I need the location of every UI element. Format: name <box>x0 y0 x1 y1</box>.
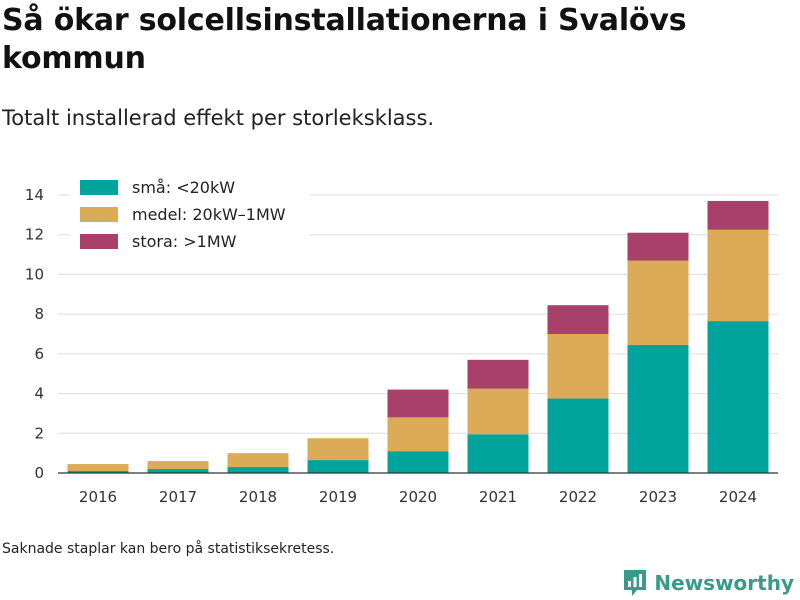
bar-segment <box>147 469 209 473</box>
legend-swatch <box>80 234 118 249</box>
x-tick-label: 2022 <box>559 488 597 506</box>
footnote: Saknade staplar kan bero på statistiksek… <box>2 541 335 557</box>
y-tick-label: 8 <box>34 305 44 323</box>
brand-name: Newsworthy <box>654 571 794 595</box>
y-tick-label: 4 <box>34 385 44 403</box>
chart-title: Så ökar solcellsinstallationerna i Svalö… <box>2 3 687 76</box>
bar-segment <box>227 467 289 473</box>
x-tick-label: 2018 <box>239 488 277 506</box>
bar-segment <box>387 451 449 473</box>
newsworthy-logo-icon <box>624 570 647 596</box>
brand-logo: Newsworthy <box>622 568 794 598</box>
x-tick-label: 2017 <box>159 488 197 506</box>
stacked-bar-chart: 0 2 4 6 8 10 12 14 2016 2017 2018 2019 2020 2021 2022 2… <box>25 174 778 506</box>
bar-segment <box>387 417 449 452</box>
bar-segment <box>67 464 129 472</box>
bar-segment <box>467 359 529 389</box>
bar-segment <box>547 334 609 399</box>
legend-label: medel: 20kW–1MW <box>132 205 286 224</box>
bar-segment <box>547 305 609 334</box>
bar-segment <box>707 229 769 322</box>
bar-segment <box>147 461 209 470</box>
chart-subtitle: Totalt installerad effekt per storlekskl… <box>2 106 435 130</box>
x-tick-label: 2024 <box>719 488 757 506</box>
bar-segment <box>627 232 689 261</box>
bar-segment <box>67 471 129 473</box>
y-tick-label: 12 <box>25 226 44 244</box>
x-tick-label: 2020 <box>399 488 437 506</box>
bar-segment <box>627 344 689 473</box>
bar-segment <box>307 460 369 473</box>
bar-segment <box>227 453 289 468</box>
y-tick-label: 14 <box>25 186 44 204</box>
legend-label: små: <20kW <box>132 178 235 197</box>
legend-label: stora: >1MW <box>132 232 237 251</box>
y-tick-label: 10 <box>25 265 44 283</box>
x-tick-label: 2023 <box>639 488 677 506</box>
bar-segment <box>627 260 689 345</box>
legend-swatch <box>80 207 118 222</box>
bar-segment <box>467 388 529 435</box>
bar-segment <box>547 398 609 473</box>
bar-segment <box>387 389 449 418</box>
y-tick-label: 0 <box>34 464 44 482</box>
bar-segment <box>707 200 769 230</box>
bar-segment <box>307 438 369 461</box>
x-tick-label: 2021 <box>479 488 517 506</box>
bar-segment <box>467 434 529 473</box>
y-tick-label: 6 <box>34 345 44 363</box>
bar-segment <box>707 321 769 473</box>
y-tick-label: 2 <box>34 424 44 442</box>
x-tick-label: 2019 <box>319 488 357 506</box>
legend-swatch <box>80 180 118 195</box>
x-tick-label: 2016 <box>79 488 117 506</box>
